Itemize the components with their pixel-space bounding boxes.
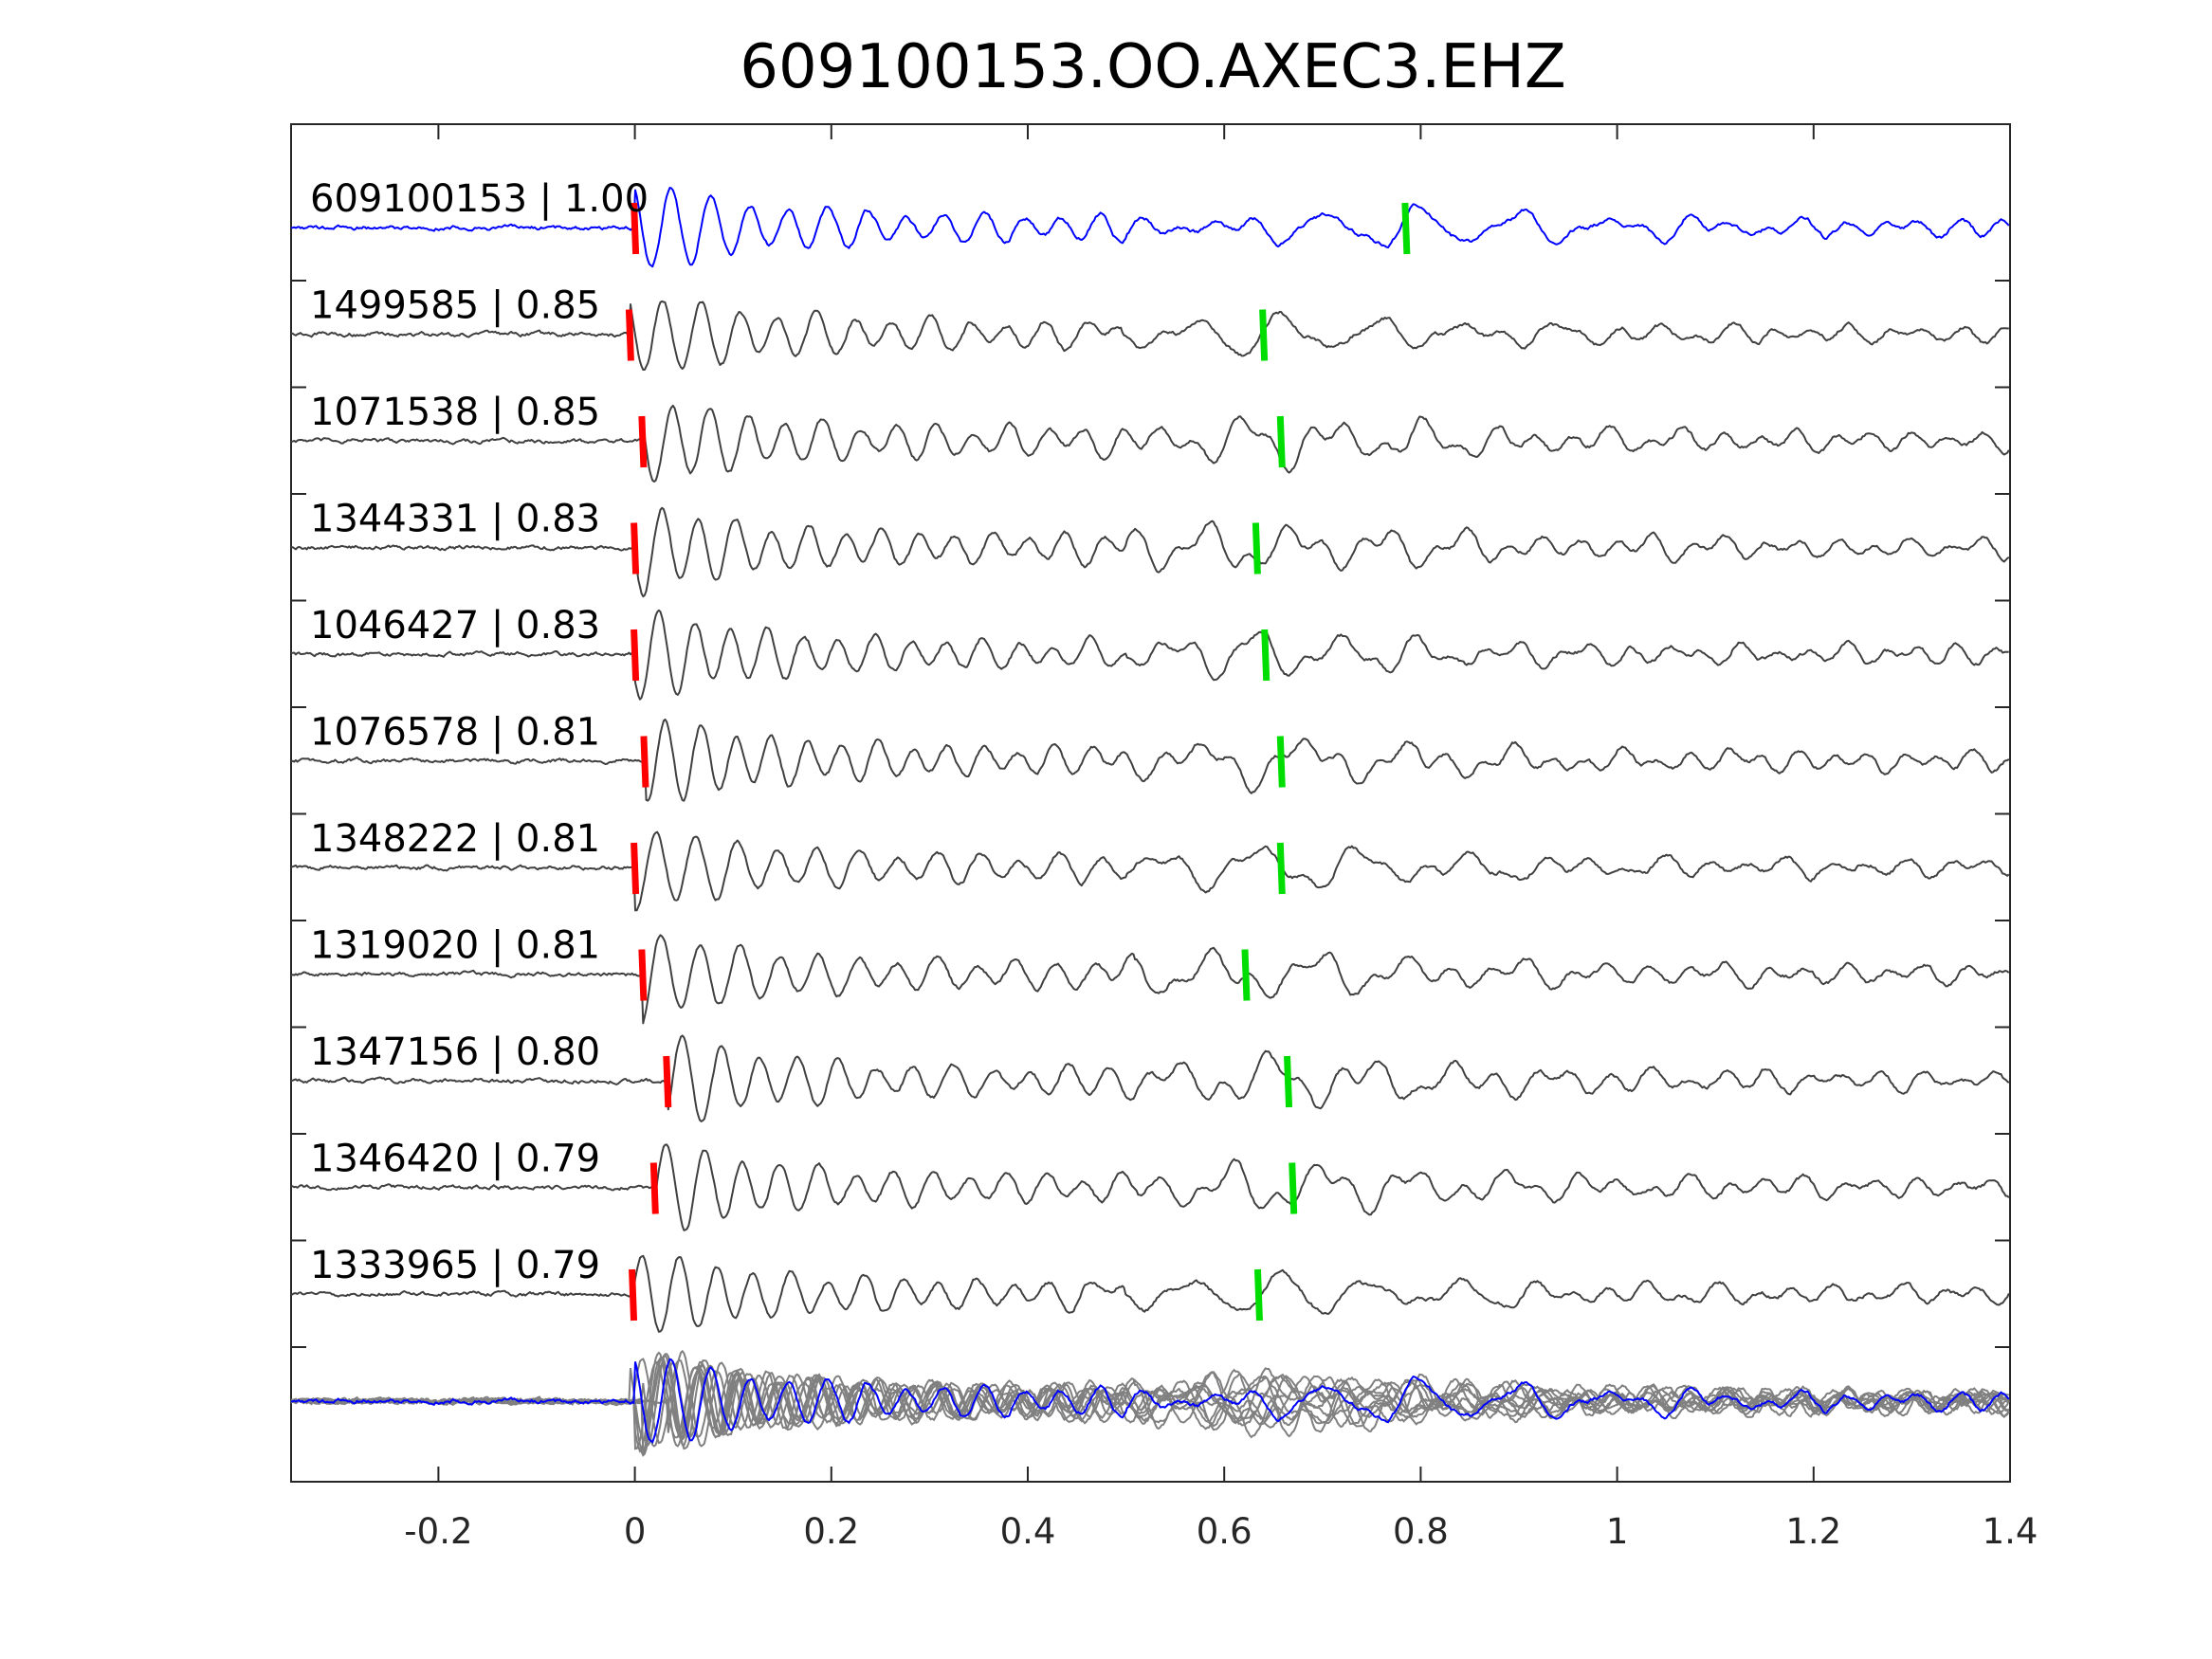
trace-label: 1344331 | 0.83 (310, 498, 600, 541)
x-tick-label: -0.2 (404, 1511, 472, 1552)
s-pick-marker (1276, 736, 1286, 788)
s-pick-marker (1241, 949, 1251, 1001)
p-pick-marker (631, 522, 640, 574)
s-pick-marker (1289, 1162, 1298, 1214)
trace-line (290, 404, 2010, 483)
trace-line (290, 718, 2010, 802)
s-pick-marker (1276, 415, 1286, 468)
chart-title: 609100153.OO.AXEC3.EHZ (740, 32, 1566, 102)
trace-label: 1076578 | 0.81 (310, 711, 600, 755)
s-pick-marker (1284, 1055, 1293, 1108)
x-tick-label: 1 (1606, 1511, 1629, 1552)
trace-label: 1346420 | 0.79 (310, 1138, 600, 1181)
trace-line (290, 300, 2009, 371)
trace-label: 1499585 | 0.85 (310, 284, 600, 328)
x-tick-label: 0.4 (1000, 1511, 1056, 1552)
x-tick-label: 0 (624, 1511, 647, 1552)
p-pick-marker (663, 1055, 672, 1108)
trace-label: 1333965 | 0.79 (310, 1244, 600, 1287)
s-pick-marker (1252, 522, 1261, 574)
x-tick-label: 0.8 (1393, 1511, 1449, 1552)
trace-line (290, 934, 2010, 1025)
s-pick-marker (1253, 1268, 1263, 1322)
p-pick-marker (649, 1162, 659, 1214)
trace-line (290, 187, 2010, 268)
trace-line (290, 609, 2009, 701)
trace-line (290, 506, 2010, 598)
trace-label: 1071538 | 0.85 (310, 391, 600, 434)
s-pick-marker (1261, 629, 1271, 682)
s-pick-marker (1401, 202, 1411, 255)
s-pick-marker (1259, 309, 1269, 361)
trace-line (290, 1254, 2010, 1333)
s-pick-marker (1276, 842, 1286, 895)
stacked-overlay (290, 1349, 2010, 1457)
trace-line (290, 830, 2010, 912)
p-pick-marker (629, 1268, 638, 1322)
x-tick-label: 1.4 (1983, 1511, 2038, 1552)
traces-layer (290, 187, 2010, 1348)
p-pick-marker (631, 842, 640, 895)
stack-trace-line (290, 1349, 2010, 1448)
trace-label: 609100153 | 1.00 (310, 177, 649, 221)
x-axis: -0.2 0 0.2 0.4 0.6 0.8 1 1.2 1.4 (404, 124, 2038, 1552)
plot-frame (290, 123, 2011, 1483)
p-pick-marker (631, 629, 640, 682)
trace-label: 1348222 | 0.81 (310, 817, 600, 861)
picks-layer (625, 202, 1411, 1322)
trace-line (290, 1034, 2010, 1122)
p-pick-marker (638, 415, 648, 468)
trace-line (290, 1143, 2010, 1231)
x-tick-label: 0.2 (803, 1511, 859, 1552)
trace-label: 1347156 | 0.80 (310, 1030, 600, 1074)
trace-label: 1046427 | 0.83 (310, 604, 600, 647)
plot-area (290, 123, 2011, 1483)
trace-labels: 609100153 | 1.00 1499585 | 0.85 1071538 | … (310, 177, 649, 1287)
stack-reference-line (290, 1358, 2010, 1444)
p-pick-marker (625, 309, 634, 361)
x-tick-label: 0.6 (1197, 1511, 1252, 1552)
p-pick-marker (640, 736, 649, 788)
x-tick-label: 1.2 (1785, 1511, 1841, 1552)
p-pick-marker (631, 202, 640, 255)
p-pick-marker (638, 949, 648, 1001)
trace-label: 1319020 | 0.81 (310, 924, 600, 968)
